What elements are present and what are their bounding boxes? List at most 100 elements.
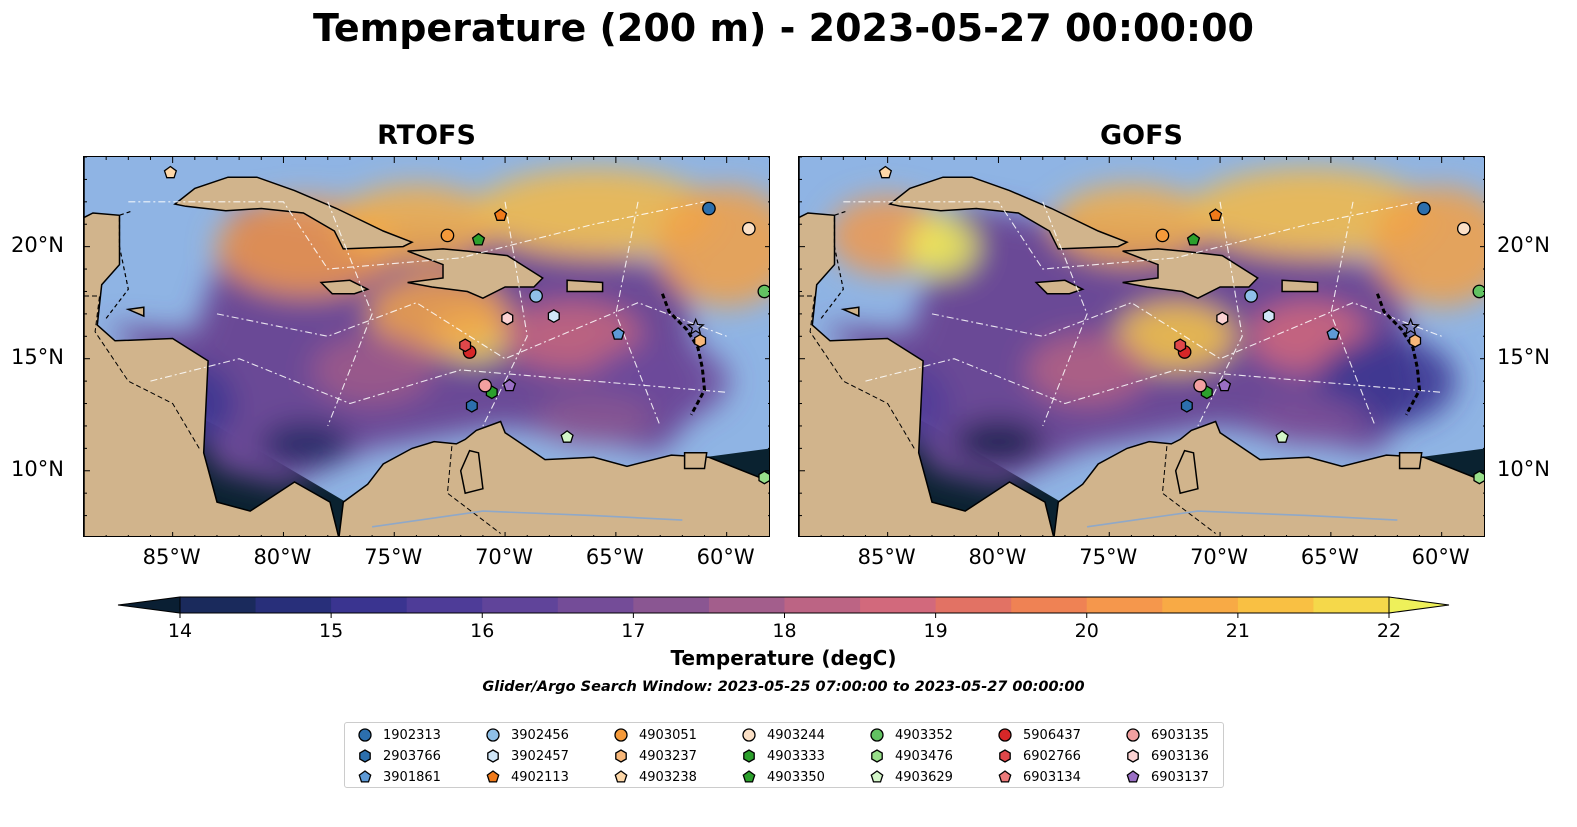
colorbar-label: Temperature (degC) xyxy=(670,646,897,670)
float-marker-icon xyxy=(359,749,371,763)
float-marker-6903136 xyxy=(501,311,514,326)
lon-tick-label: 75°W xyxy=(1079,545,1138,569)
gofs-map xyxy=(798,156,1485,537)
float-marker-4903051 xyxy=(1155,228,1170,243)
legend-item: 4903051 xyxy=(613,725,697,745)
legend-label: 6902766 xyxy=(1023,748,1081,764)
legend-label: 6903135 xyxy=(1151,727,1209,743)
colorbar xyxy=(117,596,1450,618)
legend-item: 4903244 xyxy=(741,725,825,745)
float-marker-icon xyxy=(614,728,628,742)
float-marker-6903136 xyxy=(1216,311,1229,326)
colorbar-tick-label: 16 xyxy=(470,620,495,642)
float-marker-4902113 xyxy=(493,208,508,221)
float-marker-4903350 xyxy=(471,232,486,246)
float-marker-4903476 xyxy=(758,470,769,485)
legend-item: 3902457 xyxy=(485,746,569,766)
legend-item: 4903238 xyxy=(613,767,697,787)
float-marker-4903244 xyxy=(1456,221,1471,236)
legend-item: 4903476 xyxy=(869,746,953,766)
legend-label: 4903352 xyxy=(895,727,953,743)
legend-item: 6903134 xyxy=(997,767,1081,787)
float-marker-icon xyxy=(743,749,755,763)
float-marker-icon xyxy=(998,770,1012,783)
float-marker-4903350 xyxy=(1186,232,1201,246)
lon-tick-label: 75°W xyxy=(364,545,423,569)
float-marker-icon xyxy=(1127,749,1139,763)
float-marker-icon xyxy=(358,728,372,742)
legend-label: 4903629 xyxy=(895,769,953,785)
legend-item: 6903137 xyxy=(1125,767,1209,787)
legend-item: 1902313 xyxy=(357,725,441,745)
float-marker-2903766 xyxy=(1180,398,1193,413)
legend-label: 4903051 xyxy=(639,727,697,743)
float-marker-icon xyxy=(998,728,1012,742)
float-marker-icon xyxy=(615,749,627,763)
legend-label: 6903136 xyxy=(1151,748,1209,764)
legend-label: 1902313 xyxy=(383,727,441,743)
float-marker-3902456 xyxy=(529,289,543,303)
float-marker-4903476 xyxy=(1473,470,1484,485)
legend-label: 5906437 xyxy=(1023,727,1081,743)
legend-label: 3902456 xyxy=(511,727,569,743)
float-marker-icon xyxy=(1126,728,1140,742)
lat-tick-label-left: 10°N xyxy=(11,456,64,481)
float-marker-4903051 xyxy=(440,228,455,243)
float-marker-4903238 xyxy=(878,165,893,179)
float-marker-6903135 xyxy=(1193,378,1207,393)
float-marker-1902313 xyxy=(702,201,716,216)
float-legend: 1902313 2903766 3901861 3902456 3902457 49021… xyxy=(344,722,1224,788)
lon-tick-label: 80°W xyxy=(968,545,1027,569)
float-marker-4903237 xyxy=(1409,333,1422,348)
float-marker-4903238 xyxy=(163,165,178,179)
float-marker-4903237 xyxy=(694,333,707,348)
legend-item: 5906437 xyxy=(997,725,1081,745)
float-marker-3902457 xyxy=(1262,309,1275,324)
float-marker-4903244 xyxy=(741,221,756,236)
legend-item: 4903237 xyxy=(613,746,697,766)
legend-item: 4903333 xyxy=(741,746,825,766)
float-marker-6903137 xyxy=(1217,378,1232,392)
float-marker-6902766 xyxy=(459,338,472,353)
legend-label: 3902457 xyxy=(511,748,569,764)
float-marker-icon xyxy=(358,770,372,783)
float-marker-4903629 xyxy=(560,430,574,443)
legend-label: 6903134 xyxy=(1023,769,1081,785)
float-marker-4903352 xyxy=(1472,284,1484,299)
lon-tick-label: 85°W xyxy=(857,545,916,569)
lat-tick-label-right: 10°N xyxy=(1497,456,1550,481)
float-marker-icon xyxy=(870,770,884,783)
legend-item: 4903629 xyxy=(869,767,953,787)
float-marker-6902766 xyxy=(1174,338,1187,353)
lon-tick-label: 60°W xyxy=(696,545,755,569)
float-marker-icon xyxy=(870,728,884,742)
rtofs-map xyxy=(83,156,770,537)
legend-item: 2903766 xyxy=(357,746,441,766)
lat-tick-label-right: 15°N xyxy=(1497,344,1550,369)
colorbar-tick-label: 18 xyxy=(772,620,797,642)
float-marker-3902456 xyxy=(1244,289,1258,303)
float-marker-6903137 xyxy=(502,378,517,392)
lat-tick-label-left: 20°N xyxy=(11,232,64,257)
colorbar-tick-label: 21 xyxy=(1225,620,1250,642)
legend-label: 4903476 xyxy=(895,748,953,764)
lon-tick-label: 60°W xyxy=(1411,545,1470,569)
lon-tick-label: 65°W xyxy=(585,545,644,569)
legend-item: 3901861 xyxy=(357,767,441,787)
lon-tick-label: 85°W xyxy=(142,545,201,569)
legend-label: 6903137 xyxy=(1151,769,1209,785)
lon-tick-label: 70°W xyxy=(475,545,534,569)
colorbar-tick-label: 14 xyxy=(167,620,193,642)
legend-label: 2903766 xyxy=(383,748,441,764)
legend-label: 3901861 xyxy=(383,769,441,785)
panel-title-gofs: GOFS xyxy=(1099,120,1183,151)
legend-item: 4903350 xyxy=(741,767,825,787)
legend-item: 3902456 xyxy=(485,725,569,745)
float-marker-icon xyxy=(1126,770,1140,783)
legend-item: 4903352 xyxy=(869,725,953,745)
legend-label: 4903350 xyxy=(767,769,825,785)
float-marker-icon xyxy=(999,749,1011,763)
colorbar-tick-label: 20 xyxy=(1074,620,1099,642)
legend-item: 4902113 xyxy=(485,767,569,787)
map-canvas xyxy=(799,157,1484,536)
